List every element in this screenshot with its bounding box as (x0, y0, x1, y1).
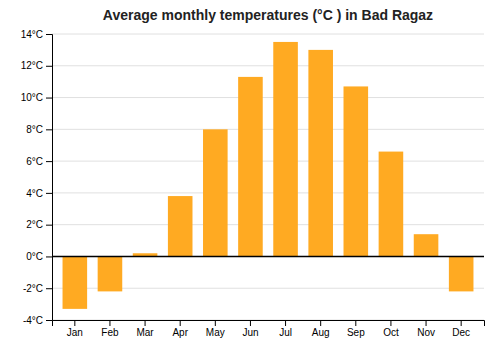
x-tick-mark (461, 320, 462, 326)
y-tick-mark (46, 320, 52, 321)
y-tick-label: 8°C (26, 124, 43, 135)
x-tick-label: Aug (312, 327, 330, 338)
y-tick-mark (46, 66, 52, 67)
x-tick: May (206, 320, 225, 338)
bar (203, 129, 228, 256)
y-tick: 4°C (26, 188, 52, 199)
x-tick: Mar (136, 320, 154, 338)
y-tick: -2°C (23, 283, 52, 294)
x-tick-mark (285, 320, 286, 326)
x-tick-mark (390, 320, 391, 326)
bar (273, 42, 298, 257)
y-tick: -4°C (23, 315, 52, 326)
y-tick-label: 0°C (26, 251, 43, 262)
y-tick: 2°C (26, 219, 52, 230)
x-tick-mark (355, 320, 356, 326)
y-tick: 14°C (21, 29, 52, 40)
bar (238, 77, 263, 257)
y-tick-label: 14°C (21, 29, 43, 40)
x-tick: Jan (67, 320, 83, 338)
grid-line (52, 97, 484, 98)
bar (168, 196, 193, 256)
x-tick-label: Jan (67, 327, 83, 338)
x-tick: Jun (242, 320, 258, 338)
x-tick-mark (74, 320, 75, 326)
y-tick-mark (46, 161, 52, 162)
bar (63, 256, 88, 308)
x-tick-label: Nov (417, 327, 435, 338)
y-tick-label: 4°C (26, 188, 43, 199)
x-tick: Aug (312, 320, 330, 338)
x-tick-label: Sep (347, 327, 365, 338)
bar (98, 256, 123, 291)
x-tick-mark (180, 320, 181, 326)
y-tick-mark (46, 288, 52, 289)
x-tick: Apr (172, 320, 188, 338)
bar (449, 256, 474, 291)
y-tick-label: 2°C (26, 219, 43, 230)
x-tick: Oct (383, 320, 399, 338)
bar (344, 86, 369, 256)
bars (63, 42, 474, 309)
x-tick-label: May (206, 327, 225, 338)
x-axis-line (53, 321, 485, 327)
x-tick: Jul (279, 320, 292, 338)
x-tick: Nov (417, 320, 435, 338)
x-tick-mark (109, 320, 110, 326)
y-tick-label: 10°C (21, 92, 43, 103)
x-tick: Dec (452, 320, 470, 338)
y-axis: -4°C -2°C 0°C 2°C 4°C 6°C 8°C 10°C 12°C 14°C (21, 29, 53, 326)
y-tick-mark (46, 225, 52, 226)
y-tick-label: 6°C (26, 156, 43, 167)
x-tick-mark (250, 320, 251, 326)
grid-line (52, 256, 484, 257)
grid-line (52, 192, 484, 193)
y-tick-label: -2°C (23, 283, 43, 294)
x-tick-label: Jul (279, 327, 292, 338)
x-axis: Jan Feb Mar Apr May Jun Jul Aug Sep Oct Nov Dec (53, 320, 485, 338)
y-tick-label: -4°C (23, 315, 43, 326)
x-tick-mark (215, 320, 216, 326)
y-tick: 0°C (26, 251, 52, 262)
title: Average monthly temperatures (°C ) in Ba… (103, 7, 433, 23)
y-tick-mark (46, 193, 52, 194)
y-tick: 6°C (26, 156, 52, 167)
grid-line (52, 34, 484, 35)
x-tick-mark (320, 320, 321, 326)
y-tick: 12°C (21, 60, 52, 71)
y-tick-mark (46, 34, 52, 35)
chart: -4°C -2°C 0°C 2°C 4°C 6°C 8°C 10°C 12°C 14°C Jan Fe… (0, 0, 500, 350)
x-tick: Feb (101, 320, 119, 338)
x-tick: Sep (347, 320, 365, 338)
x-tick-mark (145, 320, 146, 326)
y-tick-mark (46, 256, 52, 257)
bar (379, 152, 404, 257)
y-tick-label: 12°C (21, 60, 43, 71)
y-tick: 10°C (21, 92, 52, 103)
plot: -4°C -2°C 0°C 2°C 4°C 6°C 8°C 10°C 12°C 14°C Jan Fe… (21, 29, 485, 338)
y-axis-line (46, 35, 53, 321)
y-tick-mark (46, 98, 52, 99)
x-tick-label: Feb (101, 327, 119, 338)
grid-line (52, 161, 484, 162)
grid (52, 34, 484, 320)
y-tick-mark (46, 129, 52, 130)
x-tick-label: Apr (172, 327, 188, 338)
grid-line (52, 224, 484, 225)
x-tick-label: Oct (383, 327, 399, 338)
grid-line (52, 129, 484, 130)
grid-line (52, 65, 484, 66)
bar (414, 234, 439, 256)
x-tick-mark (426, 320, 427, 326)
x-tick-label: Mar (136, 327, 154, 338)
bar (308, 50, 333, 257)
x-tick-label: Dec (452, 327, 470, 338)
zero-line (52, 256, 484, 258)
x-tick-label: Jun (242, 327, 258, 338)
y-tick: 8°C (26, 124, 52, 135)
